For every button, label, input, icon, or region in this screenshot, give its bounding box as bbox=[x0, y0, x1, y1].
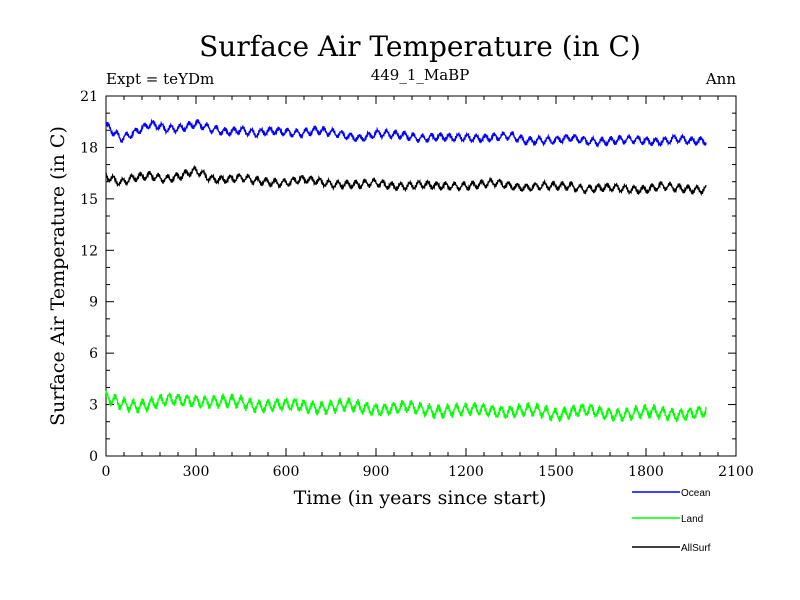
legend-label-land: Land bbox=[681, 514, 703, 525]
x-tick-label: 300 bbox=[183, 464, 210, 480]
y-axis-ticks: 0 3 6 9 12 15 18 21 bbox=[80, 89, 736, 465]
x-tick-label: 1200 bbox=[448, 464, 484, 480]
chart-title: Surface Air Temperature (in C) bbox=[199, 30, 641, 63]
legend-label-ocean: Ocean bbox=[681, 488, 710, 499]
x-tick-label: 1500 bbox=[538, 464, 574, 480]
x-tick-label: 600 bbox=[273, 464, 300, 480]
x-tick-label: 900 bbox=[363, 464, 390, 480]
y-tick-label: 12 bbox=[80, 243, 98, 259]
y-tick-label: 6 bbox=[89, 346, 98, 362]
x-axis-ticks: 0 300 600 900 1200 1500 1800 2100 bbox=[102, 96, 754, 480]
series-line-ocean bbox=[105, 118, 707, 149]
series-line-allsurf bbox=[105, 164, 707, 197]
legend-label-allsurf: AllSurf bbox=[681, 543, 711, 554]
plot-area-frame bbox=[105, 95, 737, 457]
x-axis-label: Time (in years since start) bbox=[294, 487, 547, 509]
x-tick-label: 1800 bbox=[628, 464, 664, 480]
y-tick-label: 0 bbox=[89, 449, 98, 465]
expt-annotation: Expt = teYDm bbox=[106, 70, 214, 88]
x-tick-label: 0 bbox=[102, 464, 111, 480]
y-tick-label: 15 bbox=[80, 192, 98, 208]
chart-subtitle: 449_1_MaBP bbox=[371, 66, 470, 84]
y-tick-label: 9 bbox=[89, 295, 98, 311]
y-tick-label: 3 bbox=[89, 398, 98, 414]
y-tick-label: 18 bbox=[80, 140, 98, 156]
legend: Ocean Land AllSurf bbox=[632, 488, 711, 554]
series-lines bbox=[105, 118, 707, 422]
y-tick-label: 21 bbox=[80, 89, 98, 105]
period-annotation: Ann bbox=[705, 70, 736, 88]
series-line-land bbox=[105, 390, 707, 422]
x-tick-label: 2100 bbox=[718, 464, 754, 480]
y-axis-label: Surface Air Temperature (in C) bbox=[47, 126, 69, 426]
